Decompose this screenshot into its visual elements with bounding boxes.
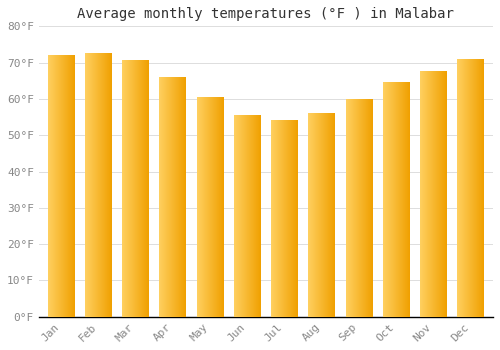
Title: Average monthly temperatures (°F ) in Malabar: Average monthly temperatures (°F ) in Ma… [78,7,454,21]
